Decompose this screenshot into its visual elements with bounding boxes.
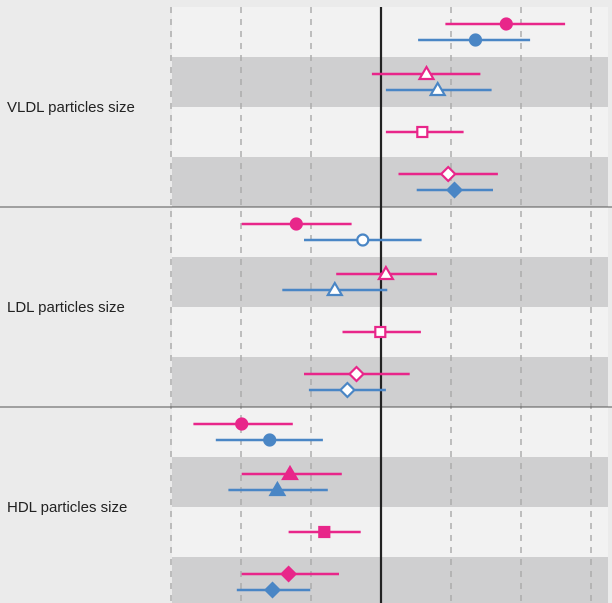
band-2-2 (172, 507, 608, 557)
group-separators (0, 206, 612, 408)
group-label-2: HDL particles size (7, 499, 127, 516)
estimate-diamond (445, 181, 464, 199)
band-0-3 (172, 157, 608, 207)
estimate-circle (289, 217, 303, 231)
group-labels: VLDL particles size LDL particles size HDL… (7, 99, 135, 516)
estimate-triangle (281, 464, 299, 481)
estimate-square (318, 525, 331, 539)
estimate-diamond (338, 381, 356, 399)
band-1-3 (172, 357, 608, 407)
band-2-3 (172, 557, 608, 603)
estimate-diamond (280, 565, 298, 583)
estimate-square (416, 125, 429, 139)
estimate-triangle (376, 264, 395, 281)
band-2-0 (172, 407, 608, 457)
band-0-1 (172, 57, 608, 107)
estimate-triangle (417, 64, 436, 81)
estimate-triangle (325, 280, 344, 297)
estimate-diamond (439, 165, 457, 183)
estimate-circle (468, 33, 483, 47)
group-label-0: VLDL particles size (7, 99, 135, 116)
estimate-triangle (268, 480, 287, 497)
band-0-0 (172, 7, 608, 57)
estimate-square (374, 325, 387, 339)
estimate-circle (499, 17, 513, 31)
estimate-diamond (347, 365, 366, 383)
estimate-circle (356, 233, 370, 247)
group-label-1: LDL particles size (7, 299, 125, 316)
estimate-diamond (263, 581, 282, 599)
estimate-circle (235, 417, 249, 431)
estimates (193, 17, 566, 599)
gridlines (170, 7, 592, 603)
band-2-1 (172, 457, 608, 507)
band-1-0 (172, 207, 608, 257)
band-1-1 (172, 257, 608, 307)
estimate-triangle (428, 80, 447, 97)
estimate-circle (263, 433, 277, 447)
